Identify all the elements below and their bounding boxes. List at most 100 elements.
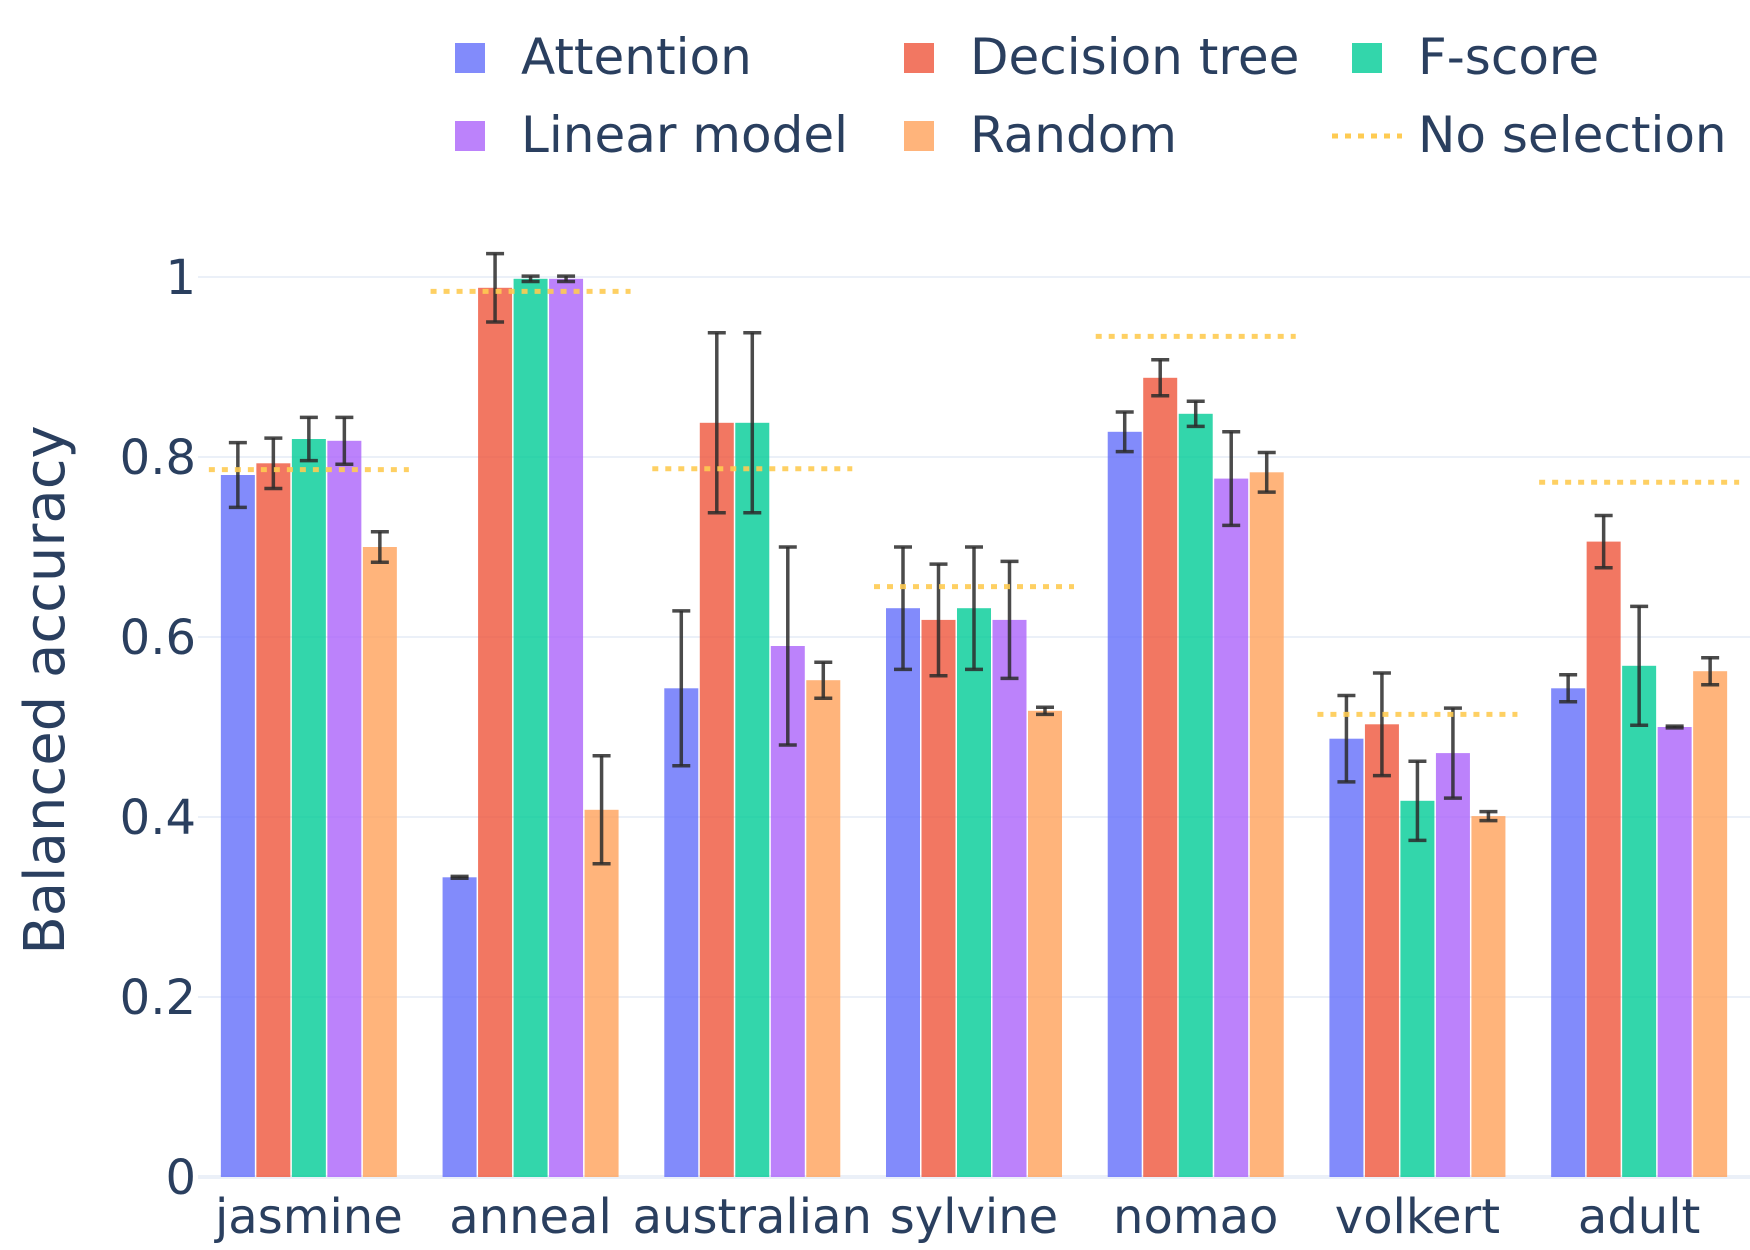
bar	[291, 439, 326, 1177]
bar	[957, 608, 991, 1177]
error-bar	[1630, 604, 1649, 727]
error-bar	[1701, 655, 1720, 687]
bar	[584, 809, 619, 1177]
bar	[1028, 710, 1062, 1177]
error-bar	[965, 545, 983, 672]
error-bars	[228, 251, 1720, 880]
y-tick-label: 0.6	[120, 610, 196, 666]
bars	[220, 278, 1728, 1178]
error-bar	[1151, 358, 1170, 398]
legend-item: No selection	[1332, 106, 1727, 164]
x-tick-label: volkert	[1335, 1189, 1500, 1245]
error-bar	[299, 415, 318, 463]
error-bar	[929, 562, 948, 678]
bar	[1657, 727, 1692, 1177]
error-bar	[707, 331, 726, 515]
error-bar	[450, 874, 469, 880]
legend-swatch	[1352, 43, 1382, 73]
error-bar	[228, 440, 247, 510]
bar	[549, 278, 584, 1177]
bar	[1551, 688, 1586, 1177]
bar	[1622, 665, 1657, 1177]
legend-item: Decision tree	[904, 28, 1299, 86]
y-tick-label: 1	[165, 250, 196, 306]
y-tick-label: 0.2	[120, 970, 196, 1026]
error-bar	[1222, 430, 1241, 528]
error-bar	[1559, 673, 1578, 704]
bar	[513, 278, 548, 1177]
legend-swatch	[455, 43, 485, 73]
bar	[921, 619, 956, 1177]
x-tick-label: adult	[1578, 1189, 1700, 1245]
legend-swatch	[455, 121, 485, 151]
error-bar	[1337, 693, 1356, 784]
legend-item: Attention	[455, 28, 752, 86]
legend-swatch	[904, 43, 934, 73]
bar	[699, 422, 734, 1177]
bar	[1400, 800, 1435, 1177]
bar	[362, 547, 397, 1177]
error-bar	[1257, 450, 1276, 494]
error-bar	[264, 436, 283, 491]
x-tick-label: australian	[633, 1189, 872, 1245]
error-bar	[557, 274, 576, 284]
legend-label: Attention	[521, 28, 752, 86]
bar	[1435, 753, 1470, 1177]
y-tick-label: 0.4	[120, 790, 196, 846]
y-axis-ticks: 0 0.2 0.4 0.6 0.8 1	[120, 250, 196, 1206]
y-axis-title: Balanced accuracy	[13, 425, 78, 954]
error-bar	[894, 545, 912, 672]
error-bar	[1186, 399, 1205, 429]
x-tick-label: jasmine	[214, 1189, 403, 1245]
error-bar	[1372, 671, 1391, 778]
error-bar	[1594, 513, 1613, 570]
error-bar	[1479, 809, 1498, 823]
legend: Attention Decision tree F-score Linear mode…	[455, 28, 1727, 164]
error-bar	[743, 331, 762, 515]
error-bar	[1115, 410, 1134, 454]
x-tick-label: anneal	[449, 1189, 612, 1245]
error-bar	[1443, 706, 1462, 800]
bar	[735, 422, 770, 1177]
bar	[664, 688, 699, 1177]
error-bar	[486, 251, 505, 324]
legend-item: Random	[904, 106, 1177, 164]
bar	[886, 608, 920, 1177]
bar	[327, 440, 362, 1177]
legend-label: F-score	[1418, 28, 1599, 86]
bar	[806, 680, 841, 1177]
bar	[1364, 724, 1399, 1177]
legend-label: Decision tree	[970, 28, 1299, 86]
error-bar	[1408, 759, 1427, 843]
legend-item: Linear model	[455, 106, 848, 164]
bar	[1693, 671, 1728, 1177]
legend-label: Random	[970, 106, 1177, 164]
bar	[1214, 478, 1249, 1178]
error-bar	[370, 529, 389, 565]
y-tick-label: 0	[165, 1150, 196, 1206]
legend-item: F-score	[1352, 28, 1599, 86]
error-bar	[1000, 559, 1019, 681]
bar	[992, 619, 1027, 1177]
error-bar	[335, 415, 354, 466]
error-bar	[778, 545, 797, 747]
bar	[1107, 431, 1142, 1177]
bar	[478, 287, 513, 1177]
bar	[1329, 738, 1364, 1177]
bar	[1249, 472, 1284, 1177]
legend-swatch	[904, 121, 934, 151]
bar	[442, 877, 477, 1177]
bar	[1178, 413, 1213, 1177]
x-axis-ticks: jasmine anneal australian sylvine nomao volke…	[214, 1189, 1700, 1245]
y-tick-label: 0.8	[120, 430, 196, 486]
legend-label: Linear model	[521, 106, 848, 164]
bar	[220, 475, 255, 1177]
error-bar	[592, 754, 611, 866]
bar	[1586, 541, 1621, 1177]
error-bar	[1036, 705, 1054, 717]
bar	[1471, 816, 1506, 1177]
bar	[256, 463, 291, 1177]
error-bar	[1665, 724, 1684, 730]
legend-label: No selection	[1418, 106, 1727, 164]
